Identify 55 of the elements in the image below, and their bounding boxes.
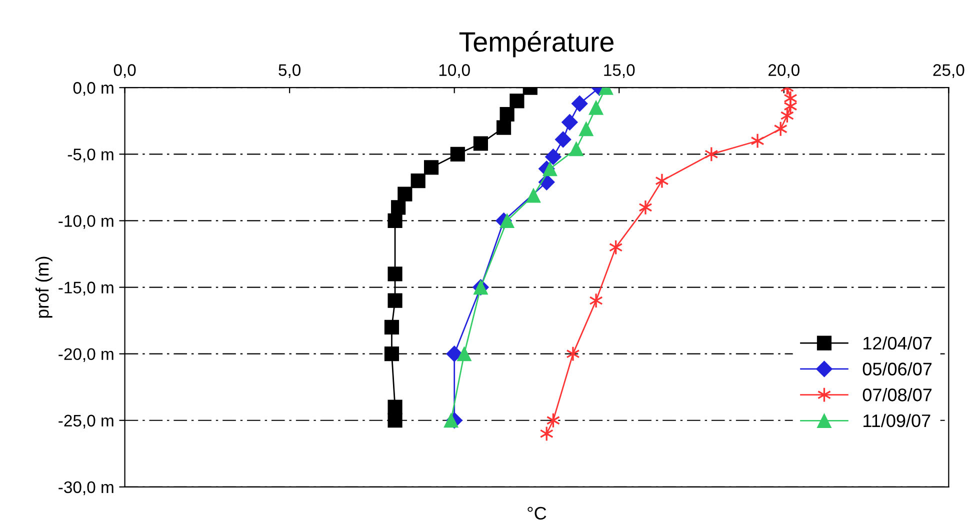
legend-label: 11/09/07 bbox=[864, 414, 930, 428]
point bbox=[473, 136, 488, 151]
point bbox=[450, 146, 465, 162]
point bbox=[500, 106, 514, 122]
y-tick-label: -5,0 m bbox=[68, 148, 114, 162]
point bbox=[384, 346, 400, 362]
point bbox=[542, 162, 558, 176]
y-tick-label: -25,0 m bbox=[58, 414, 114, 429]
y-tick-label: 0,0 m bbox=[73, 82, 114, 96]
point bbox=[398, 186, 412, 202]
legend-label: 07/08/07 bbox=[862, 388, 932, 402]
point bbox=[500, 213, 514, 228]
x-tick-label: 15,0 bbox=[604, 64, 635, 78]
y-tick-label: -15,0 m bbox=[58, 282, 114, 296]
point bbox=[388, 266, 402, 282]
y-tick-label: -30,0 m bbox=[58, 481, 114, 496]
point bbox=[588, 100, 604, 115]
x-tick-label: 5,0 bbox=[278, 64, 301, 78]
point bbox=[388, 213, 402, 228]
point bbox=[388, 413, 402, 428]
point bbox=[424, 160, 439, 175]
legend-label: 12/04/07 bbox=[864, 336, 932, 350]
point bbox=[545, 148, 562, 166]
point bbox=[410, 173, 426, 188]
point bbox=[496, 120, 512, 135]
point bbox=[554, 131, 572, 148]
point bbox=[784, 98, 798, 114]
x-tick-label: 10,0 bbox=[439, 64, 470, 78]
x-tick-label: 0,0 bbox=[114, 64, 136, 78]
chart-title: Température bbox=[459, 31, 614, 58]
point bbox=[510, 94, 524, 108]
x-axis-title: °C bbox=[528, 506, 546, 520]
point bbox=[561, 114, 578, 130]
x-tick-label: 20,0 bbox=[768, 64, 800, 78]
point bbox=[568, 142, 584, 156]
point bbox=[388, 400, 402, 414]
point bbox=[638, 200, 652, 216]
point bbox=[446, 346, 463, 362]
point bbox=[526, 188, 541, 203]
point bbox=[578, 122, 594, 136]
point bbox=[391, 200, 406, 215]
point bbox=[566, 346, 580, 362]
point bbox=[655, 173, 669, 189]
y-tick-label: -10,0 m bbox=[58, 215, 114, 229]
point bbox=[750, 133, 764, 149]
point bbox=[571, 95, 588, 112]
legend-label: 05/06/07 bbox=[862, 362, 932, 376]
point bbox=[444, 413, 458, 428]
point bbox=[589, 292, 603, 308]
y-axis-title: prof (m) bbox=[36, 256, 52, 318]
point bbox=[388, 293, 402, 308]
point bbox=[384, 320, 400, 334]
x-tick-label: 25,0 bbox=[933, 64, 964, 78]
point bbox=[456, 346, 472, 362]
y-tick-label: -20,0 m bbox=[58, 348, 114, 362]
